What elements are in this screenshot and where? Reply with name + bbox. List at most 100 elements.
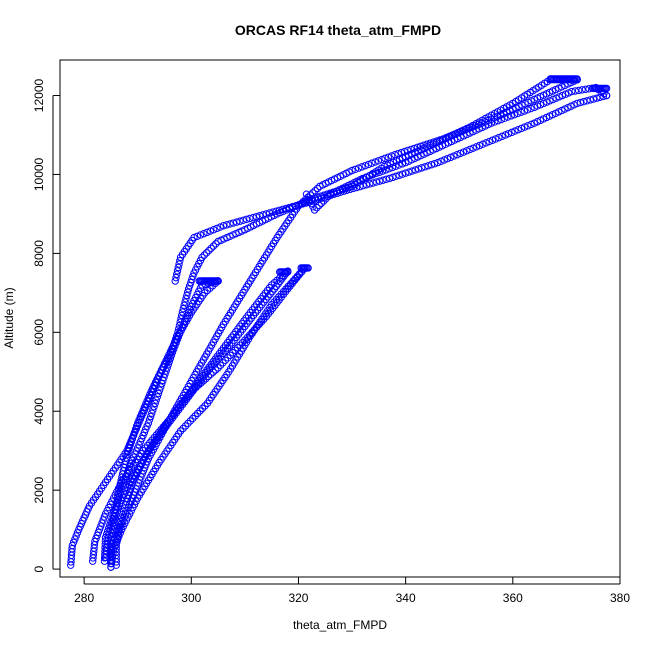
data-point: [179, 424, 187, 433]
data-point: [472, 143, 481, 151]
data-point: [226, 351, 234, 359]
data-point: [176, 257, 184, 265]
data-point: [420, 141, 428, 149]
data-point: [453, 151, 461, 159]
data-point: [450, 152, 458, 160]
data-point: [107, 550, 115, 558]
data-point: [418, 164, 426, 172]
data-point: [482, 139, 490, 147]
data-point: [249, 213, 257, 222]
data-point: [384, 153, 393, 161]
data-point: [181, 422, 190, 430]
data-point: [520, 123, 529, 131]
data-point: [202, 249, 211, 257]
data-point: [153, 393, 162, 401]
data-point: [198, 253, 206, 262]
data-point: [382, 166, 390, 174]
data-point: [354, 164, 363, 172]
data-point: [401, 169, 410, 177]
data-point: [105, 530, 113, 538]
data-point: [391, 151, 399, 159]
data-point: [198, 404, 207, 413]
data-point: [209, 226, 218, 234]
data-point: [359, 174, 367, 183]
y-axis: 0 2000 4000 6000 8000 10000 12000: [32, 79, 60, 572]
data-point: [400, 147, 409, 156]
data-point: [155, 386, 164, 394]
data-point: [269, 208, 277, 216]
data-point: [487, 119, 496, 127]
chart-title: ORCAS RF14 theta_atm_FMPD: [235, 22, 441, 38]
y-tick-label: 12000: [32, 79, 46, 113]
data-point: [224, 354, 232, 362]
data-point: [395, 171, 403, 179]
data-point: [187, 278, 195, 287]
data-point: [316, 182, 324, 190]
data-point: [115, 524, 124, 532]
data-point: [479, 140, 487, 148]
data-point: [407, 145, 415, 154]
data-point: [475, 141, 484, 150]
data-point: [181, 298, 189, 306]
data-point: [118, 510, 127, 519]
data-point: [117, 514, 126, 522]
data-point: [500, 114, 509, 122]
data-point: [173, 267, 182, 275]
data-point: [200, 229, 208, 238]
data-point: [514, 126, 522, 134]
data-point: [346, 185, 354, 194]
data-point: [196, 407, 204, 415]
y-tick-label: 10000: [32, 157, 46, 191]
data-point: [504, 113, 512, 121]
data-point: [356, 182, 364, 191]
data-point: [311, 186, 319, 195]
data-point: [385, 174, 394, 183]
data-point: [375, 168, 383, 177]
data-point: [576, 98, 585, 107]
data-point: [109, 516, 117, 524]
data-point: [101, 553, 110, 561]
data-point: [259, 211, 267, 219]
data-point: [112, 506, 120, 514]
data-point: [578, 86, 586, 94]
data-point: [368, 171, 377, 179]
data-point: [421, 163, 429, 171]
data-point: [372, 178, 381, 186]
data-point: [394, 149, 402, 158]
data-point: [191, 412, 199, 420]
data-point: [424, 162, 432, 170]
data-point: [388, 163, 397, 172]
data-point: [602, 91, 611, 100]
data-point: [174, 263, 182, 272]
data-point: [490, 118, 499, 126]
data-point: [408, 167, 416, 175]
data-point: [517, 108, 525, 116]
data-point: [364, 160, 373, 169]
data-point: [119, 507, 128, 516]
data-point: [160, 373, 168, 381]
data-point: [206, 227, 215, 235]
data-point: [426, 139, 434, 147]
data-point: [219, 222, 228, 230]
data-point: [313, 184, 322, 193]
data-point: [175, 260, 183, 268]
data-point: [216, 223, 224, 231]
data-point: [398, 160, 407, 168]
data-point: [183, 291, 191, 300]
data-point: [134, 419, 142, 427]
data-point: [122, 497, 131, 506]
data-point: [501, 131, 510, 139]
data-point: [246, 214, 254, 223]
data-point: [581, 85, 590, 94]
data-point: [207, 244, 215, 253]
data-point: [107, 557, 115, 565]
data-point: [485, 137, 493, 146]
data-point: [182, 295, 190, 303]
data-point: [389, 173, 397, 182]
data-point: [236, 341, 244, 349]
data-point: [491, 135, 500, 143]
data-point: [219, 359, 227, 367]
data-point: [112, 561, 120, 569]
data-point: [523, 106, 532, 114]
data-point: [110, 513, 118, 521]
